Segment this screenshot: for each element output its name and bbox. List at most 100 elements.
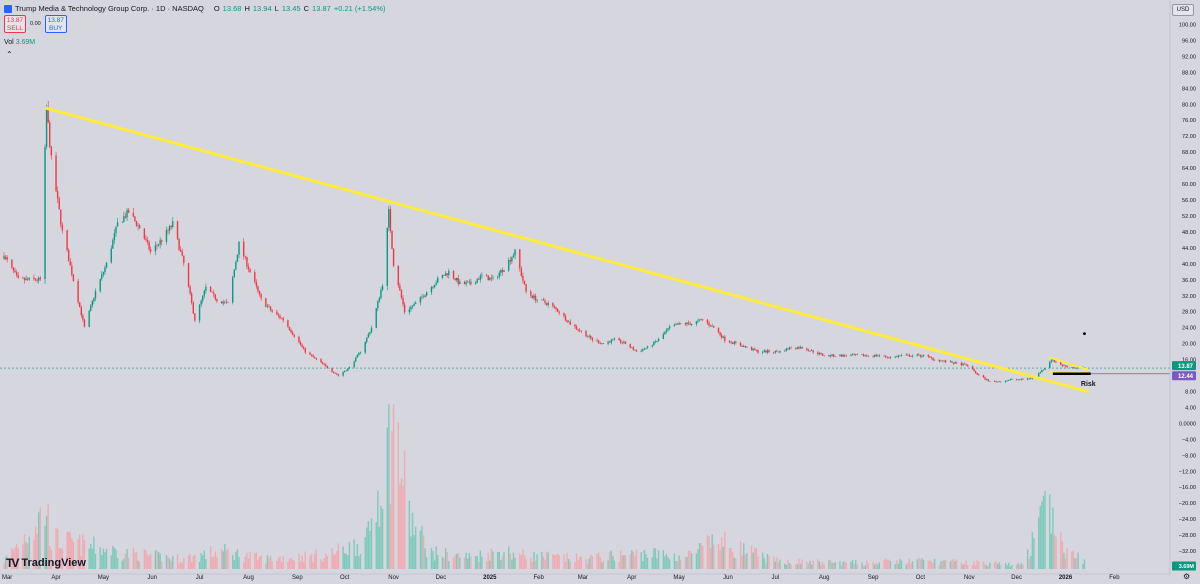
candle-body (332, 371, 335, 373)
volume-bar (260, 555, 262, 569)
volume-bar (143, 549, 146, 569)
candle-body (101, 274, 103, 280)
chevron-up-icon[interactable]: ⌃ (6, 50, 13, 59)
volume-bar (875, 562, 877, 569)
volume-bar (498, 551, 500, 569)
volume-bar (448, 561, 450, 569)
candle-body (971, 366, 974, 369)
candle-body (126, 210, 128, 218)
gear-icon[interactable]: ⚙ (1183, 572, 1191, 581)
candle-body (209, 286, 212, 292)
candle-body (1019, 379, 1021, 381)
candle-body (602, 343, 605, 344)
candle-body (1041, 369, 1043, 373)
currency-selector[interactable]: USD (1172, 4, 1194, 16)
trendlines[interactable] (45, 106, 1090, 393)
candle-body (79, 302, 81, 308)
volume-bar (590, 554, 592, 569)
candle-body (779, 351, 781, 353)
buy-button[interactable]: 13.87 BUY (44, 15, 67, 33)
candle-body (154, 245, 157, 252)
volume-bar (1011, 564, 1013, 569)
volume-bar (774, 561, 776, 569)
volume-bar (579, 556, 581, 569)
y-tick-label: 24.00 (1182, 326, 1196, 332)
trendline-flag-upper[interactable] (1048, 356, 1089, 371)
candle-body (375, 308, 377, 328)
volume-bar (761, 552, 764, 569)
volume-bar (596, 553, 598, 569)
volume-bar (840, 565, 843, 569)
candle-body (590, 335, 592, 339)
candle-body (67, 250, 70, 262)
trendline-long-term-downtrend[interactable] (45, 106, 1090, 393)
volume-bar (918, 558, 920, 569)
volume-bar (44, 525, 46, 569)
volume-bar (366, 527, 368, 569)
candle-body (353, 361, 355, 368)
volume-bar (951, 559, 953, 569)
volume-bar (72, 541, 75, 569)
candle-body (213, 292, 215, 295)
volume-bar (757, 556, 759, 569)
candle-body (831, 354, 833, 357)
volume-bar (83, 540, 86, 569)
volume-badge: 3.69M (1179, 564, 1195, 570)
volume-bar (1042, 495, 1045, 569)
volume-bar (216, 556, 218, 569)
candle-body (132, 212, 135, 217)
volume-bar (134, 552, 136, 569)
volume-bar (1028, 559, 1030, 569)
volume-bar (634, 555, 636, 569)
candle-body (474, 282, 477, 285)
volume-bar (287, 561, 289, 569)
volume-bar (722, 547, 724, 569)
y-tick-label: 100.00 (1179, 23, 1196, 29)
candle-body (845, 355, 847, 357)
y-tick-label: 48.00 (1182, 230, 1196, 236)
candle-body (960, 362, 963, 366)
volume-bar (67, 531, 70, 569)
volume-bar (558, 555, 560, 569)
volume-bar (678, 555, 680, 569)
candle-body (591, 338, 594, 341)
candle-body (325, 364, 327, 366)
volume-bar (176, 554, 179, 569)
candle-body (192, 302, 194, 314)
candle-body (1049, 362, 1051, 369)
candle-body (80, 307, 82, 316)
candle-body (470, 281, 472, 285)
volume-bar (6, 555, 8, 569)
candle-body (700, 319, 702, 321)
candle-body (608, 341, 611, 343)
candle-body (403, 304, 406, 313)
candle-body (713, 325, 715, 328)
volume-bar (410, 536, 412, 569)
volume-bar (265, 563, 267, 569)
volume-bar (235, 551, 237, 569)
candle-body (34, 278, 37, 281)
volume-bar (110, 555, 112, 569)
volume-bar (304, 551, 306, 569)
volume-bar (733, 557, 735, 569)
volume-bar (227, 548, 229, 569)
symbol-title[interactable]: Trump Media & Technology Group Corp. · 1… (15, 4, 204, 13)
candle-body (455, 278, 458, 281)
volume-bar (172, 556, 174, 569)
candle-body (662, 334, 665, 339)
volume-bar (907, 562, 909, 569)
sell-button[interactable]: 13.87 SELL (4, 15, 26, 33)
candle-body (842, 354, 844, 357)
candle-body (159, 240, 161, 245)
candle-body (22, 277, 24, 279)
y-tick-label: 36.00 (1182, 278, 1196, 284)
candle-body (459, 281, 461, 284)
volume-bar (225, 550, 228, 569)
volume-bar (741, 555, 743, 569)
candle-body (984, 377, 986, 380)
candle-body (531, 295, 534, 299)
candle-body (635, 350, 638, 352)
y-tick-label: 88.00 (1182, 70, 1196, 76)
volume-bar (1008, 562, 1010, 569)
